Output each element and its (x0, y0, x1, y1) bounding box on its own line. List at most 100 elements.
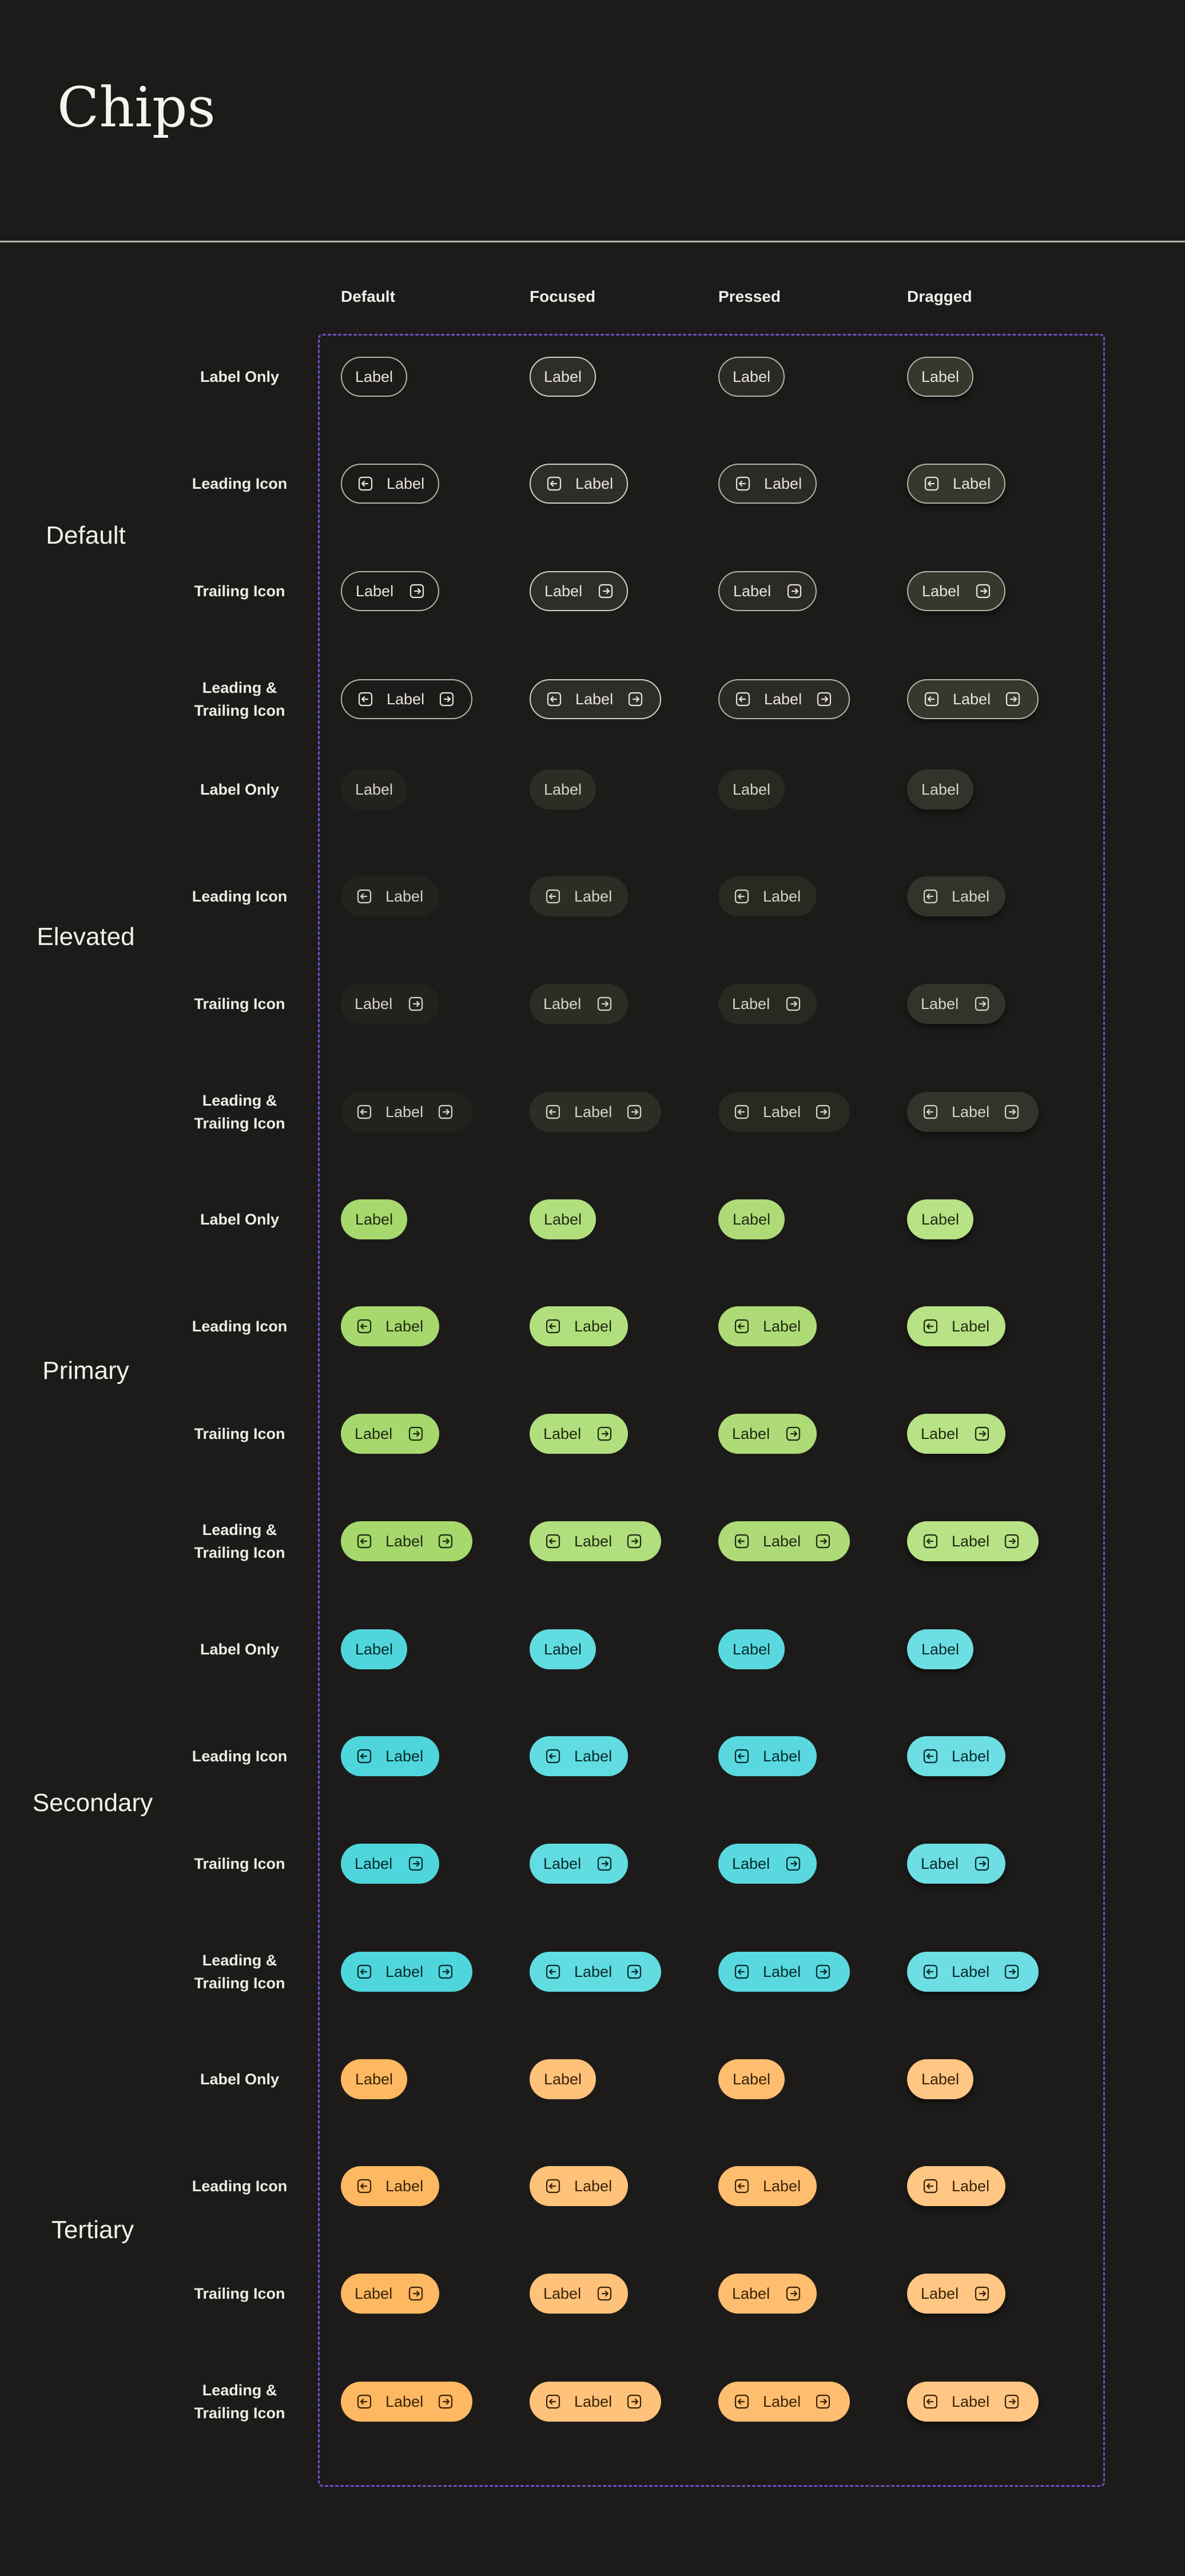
chip-tertiary-leading-icon-focused[interactable]: Label (530, 2166, 628, 2206)
chip-elevated-trailing-icon-pressed[interactable]: Label (718, 984, 817, 1024)
group-label-tertiary: Tertiary (51, 2216, 134, 2244)
chip-default-trailing-icon-focused[interactable]: Label (530, 571, 628, 611)
chip-elevated-leading-trailing-icon-pressed[interactable]: Label (718, 1092, 850, 1132)
chip-primary-leading-icon-focused[interactable]: Label (530, 1306, 628, 1346)
chip-secondary-leading-trailing-icon-dragged[interactable]: Label (907, 1952, 1039, 1992)
row-label-trailing-icon: Trailing Icon (194, 1855, 285, 1872)
chip-primary-label-only-dragged[interactable]: Label (907, 1199, 973, 1239)
chip-primary-trailing-icon-focused[interactable]: Label (530, 1414, 628, 1454)
chip-tertiary-leading-icon-default[interactable]: Label (341, 2166, 439, 2206)
chip-default-leading-icon-focused[interactable]: Label (530, 464, 628, 504)
arrow-left-boxed-icon (544, 2393, 562, 2410)
chip-secondary-leading-icon-default[interactable]: Label (341, 1736, 439, 1776)
chip-default-trailing-icon-default[interactable]: Label (341, 571, 439, 611)
chip-label: Label (952, 1747, 990, 1765)
chip-default-leading-icon-pressed[interactable]: Label (718, 464, 817, 504)
chip-default-trailing-icon-dragged[interactable]: Label (907, 571, 1005, 611)
chip-secondary-leading-icon-dragged[interactable]: Label (907, 1736, 1005, 1776)
chip-secondary-trailing-icon-default[interactable]: Label (341, 1844, 439, 1884)
chip-tertiary-leading-trailing-icon-focused[interactable]: Label (530, 2382, 661, 2422)
chip-secondary-label-only-dragged[interactable]: Label (907, 1629, 973, 1669)
chip-elevated-leading-icon-pressed[interactable]: Label (718, 876, 817, 916)
chip-primary-leading-icon-pressed[interactable]: Label (718, 1306, 817, 1346)
chip-default-leading-trailing-icon-pressed[interactable]: Label (718, 679, 850, 719)
chip-default-label-only-dragged[interactable]: Label (907, 357, 973, 397)
chip-default-leading-trailing-icon-focused[interactable]: Label (530, 679, 661, 719)
chip-elevated-label-only-pressed[interactable]: Label (718, 769, 785, 810)
chip-tertiary-leading-icon-dragged[interactable]: Label (907, 2166, 1005, 2206)
chip-default-leading-icon-dragged[interactable]: Label (907, 464, 1005, 504)
chip-secondary-leading-icon-focused[interactable]: Label (530, 1736, 628, 1776)
chip-elevated-label-only-default[interactable]: Label (341, 769, 407, 810)
chip-default-label-only-focused[interactable]: Label (530, 357, 596, 397)
column-header-dragged: Dragged (907, 288, 972, 305)
chip-secondary-trailing-icon-pressed[interactable]: Label (718, 1844, 817, 1884)
chip-primary-trailing-icon-default[interactable]: Label (341, 1414, 439, 1454)
chip-primary-leading-icon-default[interactable]: Label (341, 1306, 439, 1346)
chip-default-label-only-default[interactable]: Label (341, 357, 407, 397)
chip-elevated-leading-trailing-icon-focused[interactable]: Label (530, 1092, 661, 1132)
chip-label: Label (574, 1103, 613, 1120)
chip-tertiary-leading-icon-pressed[interactable]: Label (718, 2166, 817, 2206)
chip-default-label-only-pressed[interactable]: Label (718, 357, 785, 397)
chip-elevated-leading-icon-dragged[interactable]: Label (907, 876, 1005, 916)
chip-label: Label (385, 2392, 424, 2410)
row-label-label-only: Label Only (200, 1211, 280, 1228)
chip-default-leading-trailing-icon-default[interactable]: Label (341, 679, 472, 719)
chip-tertiary-label-only-focused[interactable]: Label (530, 2059, 596, 2099)
arrow-right-boxed-icon (814, 1103, 832, 1120)
chip-primary-trailing-icon-pressed[interactable]: Label (718, 1414, 817, 1454)
arrow-right-boxed-icon (626, 1533, 643, 1550)
chip-elevated-leading-trailing-icon-default[interactable]: Label (341, 1092, 472, 1132)
chip-secondary-leading-trailing-icon-focused[interactable]: Label (530, 1952, 661, 1992)
chip-tertiary-trailing-icon-pressed[interactable]: Label (718, 2274, 817, 2314)
chip-primary-label-only-focused[interactable]: Label (530, 1199, 596, 1239)
chip-secondary-leading-trailing-icon-pressed[interactable]: Label (718, 1952, 850, 1992)
chip-primary-label-only-pressed[interactable]: Label (718, 1199, 785, 1239)
chip-secondary-trailing-icon-dragged[interactable]: Label (907, 1844, 1005, 1884)
chip-secondary-trailing-icon-focused[interactable]: Label (530, 1844, 628, 1884)
chip-primary-leading-icon-dragged[interactable]: Label (907, 1306, 1005, 1346)
chip-default-leading-icon-default[interactable]: Label (341, 464, 439, 504)
chip-tertiary-trailing-icon-focused[interactable]: Label (530, 2274, 628, 2314)
chip-secondary-label-only-pressed[interactable]: Label (718, 1629, 785, 1669)
arrow-right-boxed-icon (437, 2393, 454, 2410)
arrow-left-boxed-icon (356, 1533, 373, 1550)
chip-primary-leading-trailing-icon-focused[interactable]: Label (530, 1521, 661, 1561)
chip-label: Label (952, 2177, 990, 2195)
chip-secondary-leading-trailing-icon-default[interactable]: Label (341, 1952, 472, 1992)
chip-tertiary-leading-trailing-icon-pressed[interactable]: Label (718, 2382, 850, 2422)
chip-elevated-label-only-dragged[interactable]: Label (907, 769, 973, 810)
chip-elevated-label-only-focused[interactable]: Label (530, 769, 596, 810)
chip-primary-leading-trailing-icon-default[interactable]: Label (341, 1521, 472, 1561)
chip-tertiary-label-only-pressed[interactable]: Label (718, 2059, 785, 2099)
chip-secondary-label-only-focused[interactable]: Label (530, 1629, 596, 1669)
arrow-left-boxed-icon (733, 2178, 750, 2195)
chip-primary-leading-trailing-icon-pressed[interactable]: Label (718, 1521, 850, 1561)
chip-tertiary-label-only-default[interactable]: Label (341, 2059, 407, 2099)
arrow-left-boxed-icon (733, 888, 750, 905)
chip-default-trailing-icon-pressed[interactable]: Label (718, 571, 817, 611)
chip-elevated-trailing-icon-default[interactable]: Label (341, 984, 439, 1024)
chip-tertiary-trailing-icon-default[interactable]: Label (341, 2274, 439, 2314)
chip-elevated-trailing-icon-dragged[interactable]: Label (907, 984, 1005, 1024)
chip-elevated-leading-icon-focused[interactable]: Label (530, 876, 628, 916)
chip-tertiary-leading-trailing-icon-dragged[interactable]: Label (907, 2382, 1039, 2422)
chip-label: Label (543, 2284, 582, 2302)
arrow-right-boxed-icon (786, 583, 803, 600)
chip-label: Label (732, 2070, 771, 2088)
chip-tertiary-label-only-dragged[interactable]: Label (907, 2059, 973, 2099)
chip-tertiary-trailing-icon-dragged[interactable]: Label (907, 2274, 1005, 2314)
chip-primary-label-only-default[interactable]: Label (341, 1199, 407, 1239)
chip-label: Label (355, 368, 393, 385)
chip-primary-leading-trailing-icon-dragged[interactable]: Label (907, 1521, 1039, 1561)
arrow-right-boxed-icon (627, 691, 644, 708)
chip-tertiary-leading-trailing-icon-default[interactable]: Label (341, 2382, 472, 2422)
chip-primary-trailing-icon-dragged[interactable]: Label (907, 1414, 1005, 1454)
chip-elevated-trailing-icon-focused[interactable]: Label (530, 984, 628, 1024)
chip-elevated-leading-trailing-icon-dragged[interactable]: Label (907, 1092, 1039, 1132)
chip-secondary-label-only-default[interactable]: Label (341, 1629, 407, 1669)
chip-secondary-leading-icon-pressed[interactable]: Label (718, 1736, 817, 1776)
chip-elevated-leading-icon-default[interactable]: Label (341, 876, 439, 916)
chip-default-leading-trailing-icon-dragged[interactable]: Label (907, 679, 1039, 719)
